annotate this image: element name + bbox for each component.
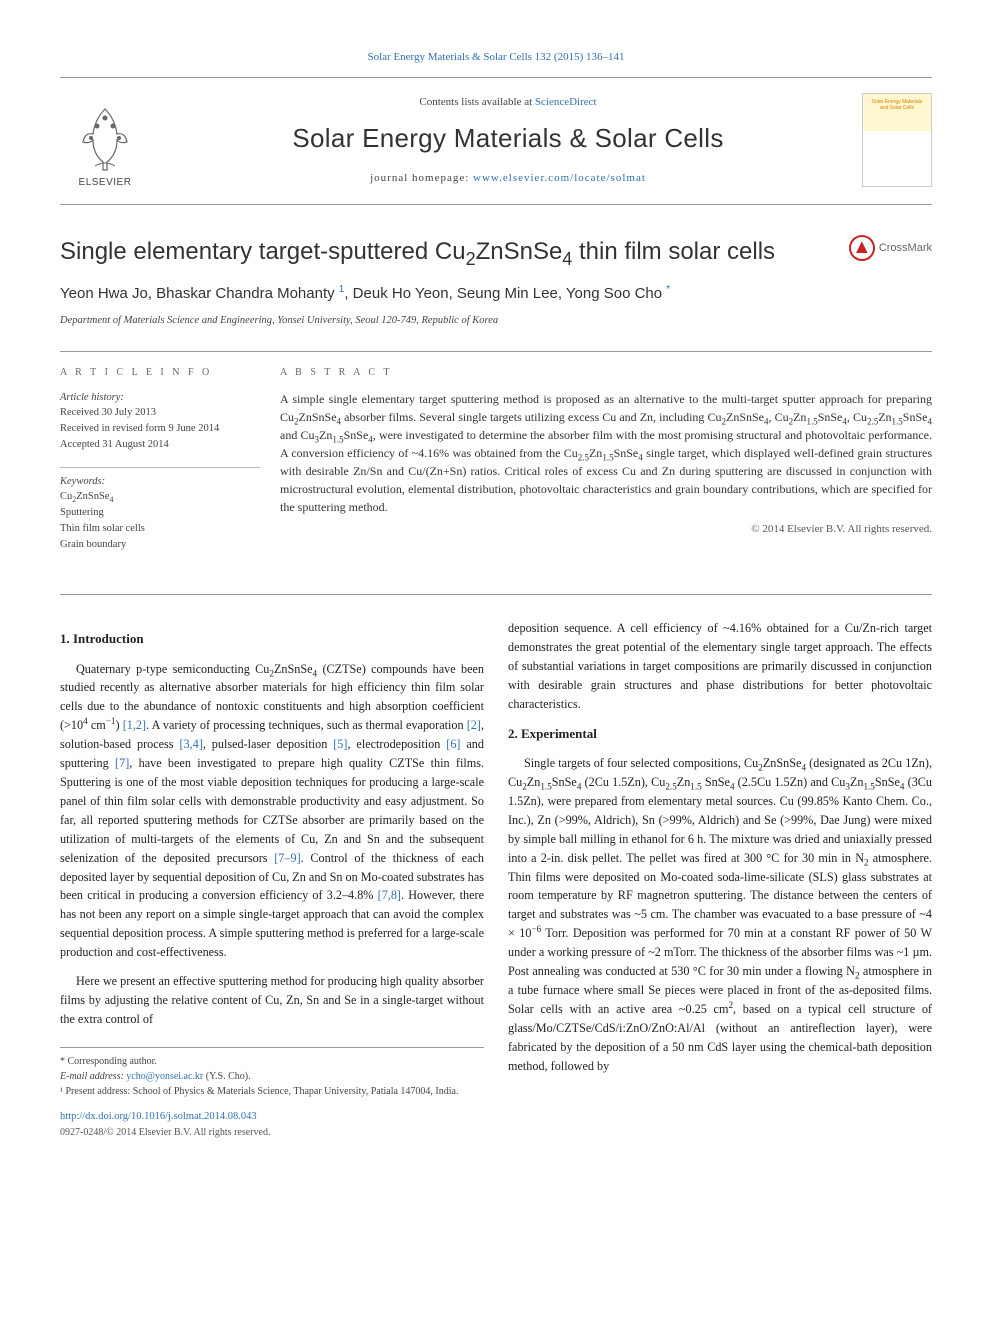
homepage-link[interactable]: www.elsevier.com/locate/solmat xyxy=(473,172,646,184)
issn-copyright: 0927-0248/© 2014 Elsevier B.V. All right… xyxy=(60,1127,270,1138)
body-column-right: deposition sequence. A cell efficiency o… xyxy=(508,619,932,1141)
col2-continuation: deposition sequence. A cell efficiency o… xyxy=(508,619,932,714)
homepage-line: journal homepage: www.elsevier.com/locat… xyxy=(166,171,850,186)
sciencedirect-link[interactable]: ScienceDirect xyxy=(535,96,597,108)
affiliation: Department of Materials Science and Engi… xyxy=(60,314,932,329)
authors-list: Yeon Hwa Jo, Bhaskar Chandra Mohanty 1, … xyxy=(60,283,932,304)
journal-cover-thumb: Solar Energy Materials and Solar Cells xyxy=(862,93,932,187)
corresponding-author: * Corresponding author. xyxy=(60,1054,484,1069)
experimental-paragraph-1: Single targets of four selected composit… xyxy=(508,754,932,1075)
journal-header: ELSEVIER Contents lists available at Sci… xyxy=(60,77,932,205)
accepted-date: Accepted 31 August 2014 xyxy=(60,437,260,453)
intro-paragraph-1: Quaternary p-type semiconducting Cu2ZnSn… xyxy=(60,660,484,963)
elsevier-label: ELSEVIER xyxy=(79,176,132,190)
article-history: Article history: Received 30 July 2013 R… xyxy=(60,390,260,453)
email-line: E-mail address: ycho@yonsei.ac.kr (Y.S. … xyxy=(60,1069,484,1084)
history-label: Article history: xyxy=(60,390,260,406)
article-title: Single elementary target-sputtered Cu2Zn… xyxy=(60,235,932,269)
body-column-left: 1. Introduction Quaternary p-type semico… xyxy=(60,619,484,1141)
journal-title: Solar Energy Materials & Solar Cells xyxy=(166,120,850,156)
abstract-copyright: © 2014 Elsevier B.V. All rights reserved… xyxy=(280,522,932,537)
intro-paragraph-2: Here we present an effective sputtering … xyxy=(60,972,484,1029)
contents-prefix: Contents lists available at xyxy=(419,96,534,108)
email-suffix: (Y.S. Cho). xyxy=(203,1071,250,1082)
top-citation-link[interactable]: Solar Energy Materials & Solar Cells 132… xyxy=(367,51,624,63)
top-citation: Solar Energy Materials & Solar Cells 132… xyxy=(60,50,932,65)
divider xyxy=(60,594,932,595)
article-info-label: A R T I C L E I N F O xyxy=(60,366,260,380)
doi-link[interactable]: http://dx.doi.org/10.1016/j.solmat.2014.… xyxy=(60,1111,257,1122)
cover-thumb-label: Solar Energy Materials and Solar Cells xyxy=(867,100,927,111)
footnotes: * Corresponding author. E-mail address: … xyxy=(60,1047,484,1099)
crossmark-icon xyxy=(849,235,875,261)
elsevier-logo: ELSEVIER xyxy=(60,90,150,190)
elsevier-tree-icon xyxy=(75,104,135,172)
present-address-note: ¹ Present address: School of Physics & M… xyxy=(60,1084,484,1099)
received-date: Received 30 July 2013 xyxy=(60,405,260,421)
revised-date: Received in revised form 9 June 2014 xyxy=(60,421,260,437)
abstract-text: A simple single elementary target sputte… xyxy=(280,390,932,516)
keywords-list: Cu2ZnSnSe4SputteringThin film solar cell… xyxy=(60,489,260,552)
abstract-label: A B S T R A C T xyxy=(280,366,932,380)
email-label: E-mail address: xyxy=(60,1071,126,1082)
intro-heading: 1. Introduction xyxy=(60,629,484,649)
crossmark-badge[interactable]: CrossMark xyxy=(849,235,932,261)
keywords-block: Keywords: Cu2ZnSnSe4SputteringThin film … xyxy=(60,467,260,553)
experimental-heading: 2. Experimental xyxy=(508,724,932,744)
contents-line: Contents lists available at ScienceDirec… xyxy=(166,95,850,110)
email-link[interactable]: ycho@yonsei.ac.kr xyxy=(126,1071,203,1082)
homepage-prefix: journal homepage: xyxy=(370,172,473,184)
keywords-label: Keywords: xyxy=(60,474,260,490)
crossmark-label: CrossMark xyxy=(879,241,932,256)
